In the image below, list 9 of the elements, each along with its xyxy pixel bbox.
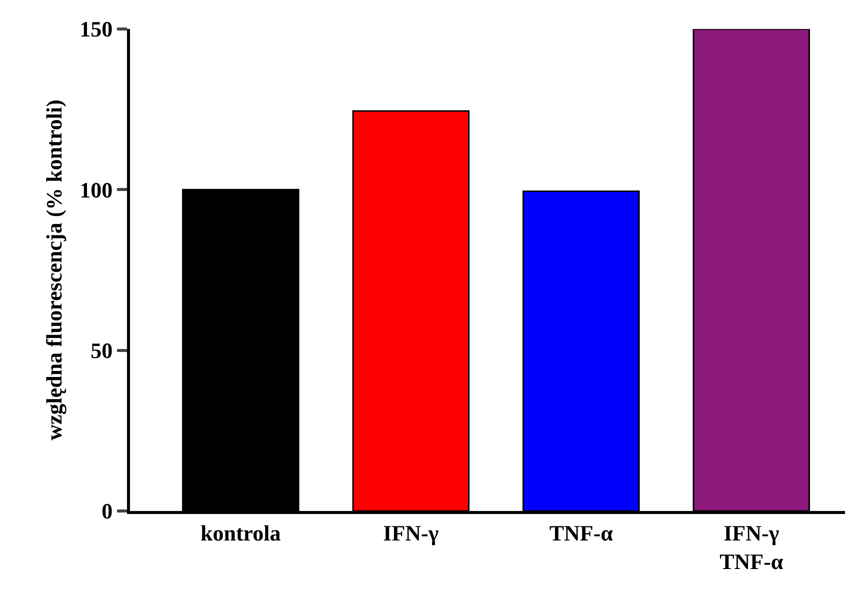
- y-tick-label: 50: [90, 338, 113, 364]
- y-tick-label: 100: [80, 177, 113, 202]
- x-tick-label: kontrola: [200, 520, 281, 546]
- x-tick-label: TNF-α: [549, 520, 614, 546]
- y-tick-label: 150: [80, 16, 113, 42]
- x-tick-label: IFN-γ TNF-α: [720, 520, 784, 574]
- y-axis-title: względna fluorescencja (% kontroli): [41, 100, 66, 440]
- y-tick-label: 0: [102, 498, 113, 524]
- x-tick-label: IFN-γ: [383, 520, 439, 546]
